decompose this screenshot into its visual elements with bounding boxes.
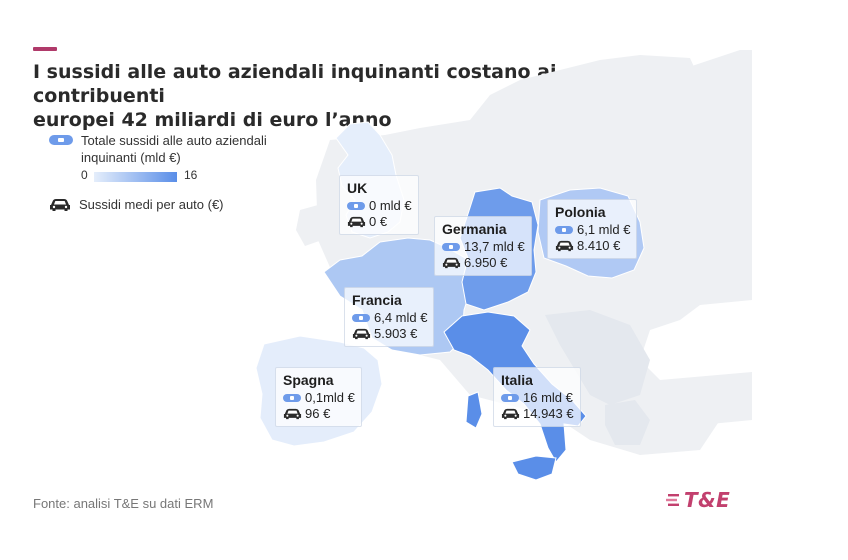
source-note: Fonte: analisi T&E su dati ERM — [33, 496, 214, 511]
country-name: Francia — [352, 292, 402, 308]
te-logo: T&E — [666, 488, 730, 512]
subsidy-icon — [442, 243, 460, 251]
legend-subsidy: Totale sussidi alle auto aziendali inqui… — [49, 132, 271, 166]
logo-speed-lines-icon — [666, 494, 679, 506]
subsidy-icon — [347, 202, 365, 210]
title-accent-bar — [33, 47, 57, 51]
country-name: UK — [347, 180, 368, 196]
subsidy-icon — [283, 394, 301, 402]
subsidy-value: 6,1 mld € — [577, 222, 631, 237]
car-icon — [442, 257, 461, 269]
legend-scale-max: 16 — [184, 168, 198, 182]
car-icon — [283, 408, 302, 420]
subsidy-value: 0,1mld € — [305, 390, 355, 405]
country-name: Germania — [442, 221, 507, 237]
callout-francia: Francia 6,4 mld € 5.903 € — [344, 287, 435, 347]
per-car-value: 8.410 € — [577, 238, 621, 253]
callout-spagna: Spagna 0,1mld € 96 € — [275, 367, 362, 427]
subsidy-icon — [501, 394, 519, 402]
logo-text: T&E — [684, 488, 731, 512]
legend-car: Sussidi medi per auto (€) — [49, 197, 224, 212]
car-icon — [555, 240, 574, 252]
car-icon — [347, 216, 366, 228]
per-car-value: 14.943 € — [523, 406, 574, 421]
per-car-value: 96 € — [305, 406, 331, 421]
per-car-value: 0 € — [369, 214, 388, 229]
title-line-2: europei 42 miliardi di euro l’anno — [33, 109, 392, 131]
subsidy-icon — [352, 314, 370, 322]
legend-color-scale: 0 16 — [49, 168, 249, 182]
per-car-value: 5.903 € — [374, 326, 418, 341]
legend-car-label: Sussidi medi per auto (€) — [79, 197, 224, 212]
map-greece — [605, 400, 650, 445]
chart-title: I sussidi alle auto aziendali inquinanti… — [33, 60, 673, 132]
callout-germania: Germania 13,7 mld € 6.950 € — [434, 216, 532, 276]
callout-italia: Italia 16 mld € 14.943 € — [493, 367, 581, 427]
car-icon — [50, 198, 70, 211]
country-name: Spagna — [283, 372, 334, 388]
map-balkans — [545, 310, 650, 405]
country-italia-sardinia — [465, 391, 483, 429]
country-name: Polonia — [555, 204, 606, 220]
map-scandinavia — [470, 55, 700, 180]
legend-scale-min: 0 — [81, 168, 88, 182]
country-italia-sicily — [511, 455, 557, 481]
legend: Totale sussidi alle auto aziendali inqui… — [49, 132, 271, 212]
title-line-1: I sussidi alle auto aziendali inquinanti… — [33, 61, 557, 107]
map-turkey — [660, 372, 752, 425]
callout-polonia: Polonia 6,1 mld € 8.410 € — [547, 199, 638, 259]
map-ireland — [296, 205, 326, 246]
subsidy-icon — [49, 135, 73, 145]
car-icon — [352, 328, 371, 340]
subsidy-value: 16 mld € — [523, 390, 573, 405]
car-icon — [501, 408, 520, 420]
subsidy-icon — [555, 226, 573, 234]
subsidy-value: 6,4 mld € — [374, 310, 428, 325]
subsidy-value: 0 mld € — [369, 198, 412, 213]
legend-gradient-bar — [94, 172, 177, 182]
per-car-value: 6.950 € — [464, 255, 508, 270]
callout-uk: UK 0 mld € 0 € — [339, 175, 419, 235]
subsidy-value: 13,7 mld € — [464, 239, 525, 254]
legend-subsidy-label: Totale sussidi alle auto aziendali inqui… — [81, 133, 267, 165]
country-name: Italia — [501, 372, 533, 388]
